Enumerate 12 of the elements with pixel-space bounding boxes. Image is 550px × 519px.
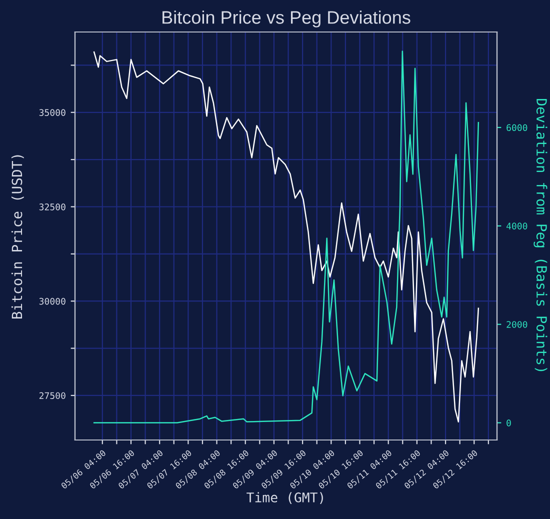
y-tick-label: 32500 (39, 204, 66, 210)
y2-tick-label: 4000 (506, 222, 528, 230)
y2-tick-label: 6000 (506, 124, 528, 132)
chart-title: Bitcoin Price vs Peg Deviations (162, 10, 410, 28)
y2-tick-label: 2000 (506, 321, 528, 328)
y-tick-label: 30000 (39, 298, 66, 305)
y2-tick-label: 0 (506, 420, 511, 426)
y-axis-title: Bitcoin Price (USDT) (11, 155, 24, 318)
x-axis-title: Time (GMT) (246, 492, 323, 504)
y-tick-label: 27500 (39, 392, 66, 400)
y-tick-label: 35000 (39, 109, 66, 116)
y2-axis-title: Deviation from Peg (Basis Points) (534, 98, 548, 372)
